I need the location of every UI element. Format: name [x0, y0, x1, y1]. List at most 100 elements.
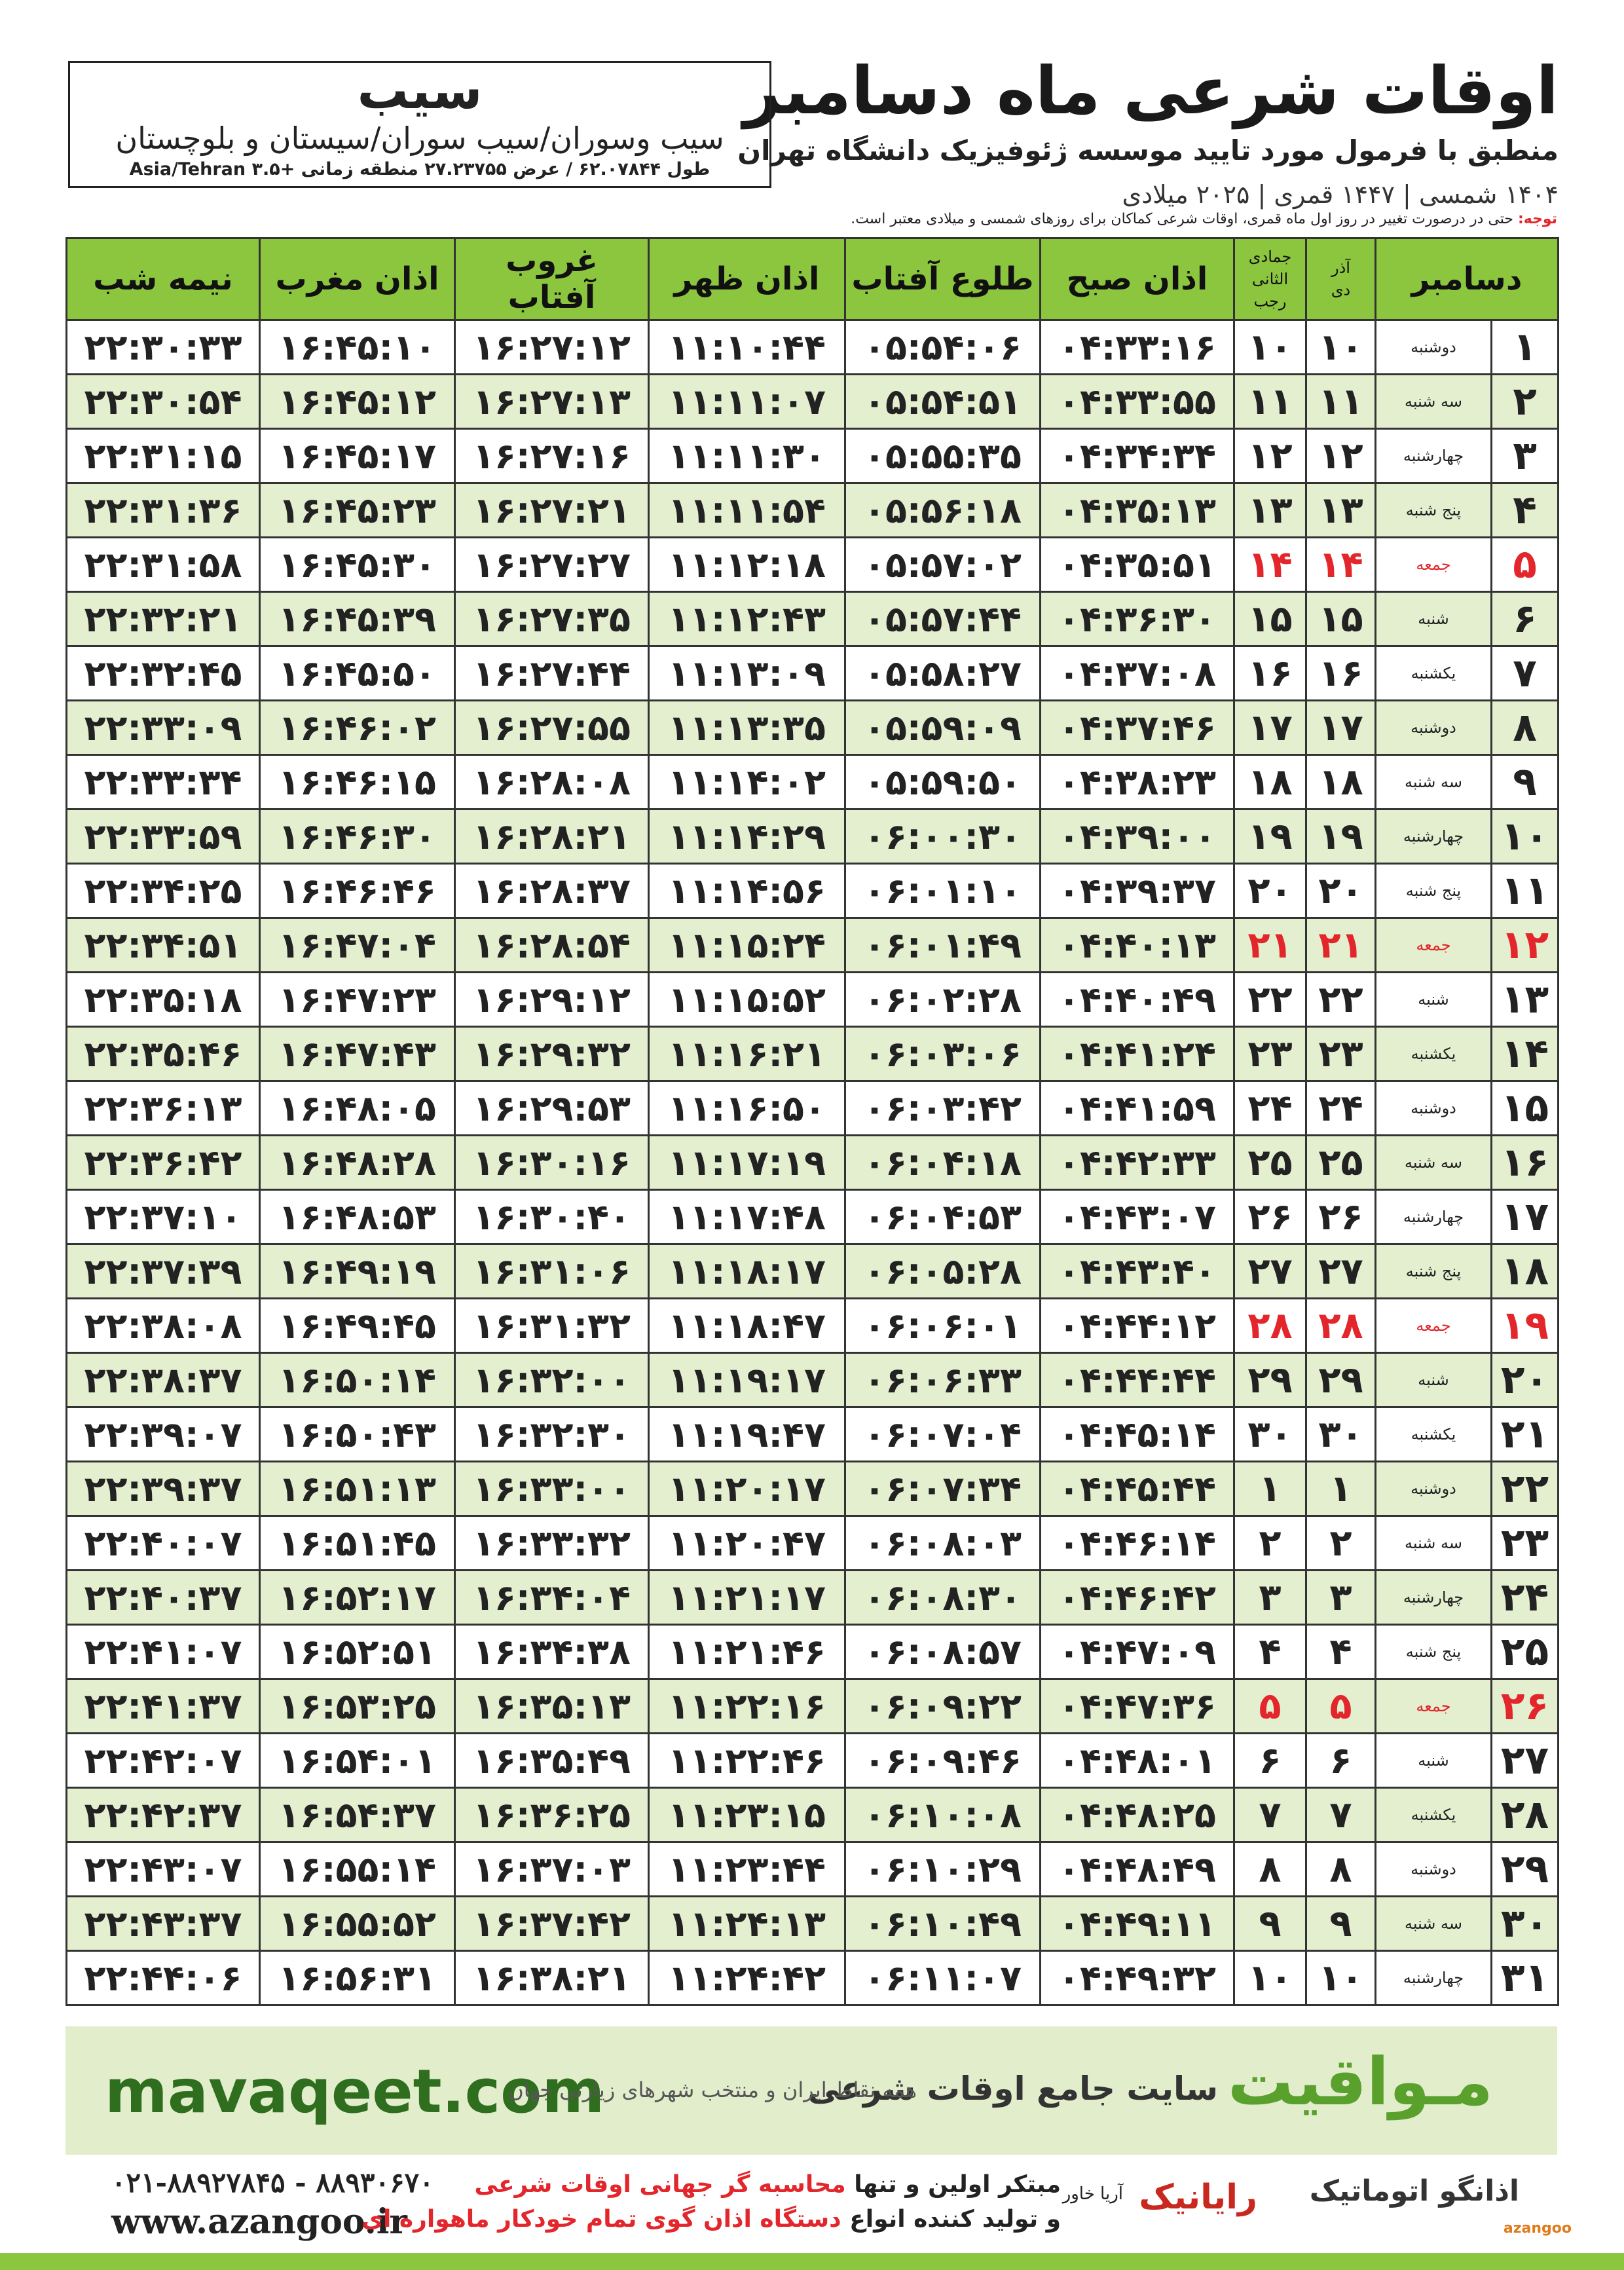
table-cell: ۰۶:۱۰:۴۹ [844, 1895, 1041, 1952]
table-cell: ۰۴:۴۷:۰۹ [1039, 1624, 1235, 1680]
table-cell: ۱۶:۲۷:۱۲ [454, 319, 650, 375]
table-cell: جمعه [1375, 1678, 1492, 1734]
footer-line: مبتکر اولین و تنها محاسبه گر جهانی اوقات… [475, 2171, 1061, 2198]
table-cell: ۲۶ [1490, 1678, 1559, 1734]
header-cell: اذان صبح [1039, 237, 1235, 321]
table-cell: ۰۵:۵۴:۰۶ [844, 319, 1041, 375]
table-cell: ۱۶:۲۸:۵۴ [454, 917, 650, 973]
banner-url[interactable]: mavaqeet.com [105, 2056, 605, 2127]
table-cell: ۲۲:۳۵:۴۶ [65, 1026, 261, 1082]
table-cell: پنج شنبه [1375, 863, 1492, 919]
table-cell: ۱۱:۱۲:۴۳ [648, 591, 846, 647]
table-cell: ۲۲:۴۱:۰۷ [65, 1624, 261, 1680]
table-cell: ۱۱:۲۴:۴۲ [648, 1950, 846, 2006]
footer-text: و تولید کننده انواع [849, 2206, 1061, 2233]
table-cell: ۱۶:۴۶:۰۲ [259, 699, 456, 756]
table-row: ۱۶ سه شنبه ۲۵ ۲۵ ۰۴:۴۲:۳۳ ۰۶:۰۴:۱۸ ۱۱:۱۷:۱۹ ۱۶:… [65, 1134, 1559, 1191]
table-cell: ۰۶:۰۹:۲۲ [844, 1678, 1041, 1734]
table-cell: ۰۶:۰۱:۱۰ [844, 863, 1041, 919]
header-cell: طلوع آفتاب [844, 237, 1041, 321]
table-cell: ۲۲:۴۳:۳۷ [65, 1895, 261, 1952]
header-month: آذر [1331, 259, 1350, 277]
table-cell: ۰۴:۳۳:۱۶ [1039, 319, 1235, 375]
subtitle: منطبق با فرمول مورد تایید موسسه ژئوفیزیک… [737, 134, 1559, 166]
table-cell: ۱۶:۳۳:۳۲ [454, 1515, 650, 1571]
table-cell: ۵ [1233, 1678, 1307, 1734]
table-cell: ۰۴:۳۴:۳۴ [1039, 428, 1235, 484]
footer-highlight: محاسبه گر جهانی اوقات شرعی [474, 2171, 846, 2198]
table-row: ۴ پنج شنبه ۱۳ ۱۳ ۰۴:۳۵:۱۳ ۰۵:۵۶:۱۸ ۱۱:۱۱:۵۴ ۱۶:… [65, 482, 1559, 538]
table-cell: ۰۵:۵۷:۰۲ [844, 536, 1041, 593]
footer-text: مبتکر اولین و تنها [854, 2171, 1061, 2198]
table-cell: ۲۲:۳۰:۳۳ [65, 319, 261, 375]
table-cell: ۱۱:۱۱:۰۷ [648, 373, 846, 430]
table-cell: ۱۷ [1490, 1189, 1559, 1245]
table-cell: ۲۲:۳۷:۱۰ [65, 1189, 261, 1245]
table-cell: ۱۵ [1233, 591, 1307, 647]
table-cell: ۲۲:۴۰:۰۷ [65, 1515, 261, 1571]
table-cell: ۱۰ [1233, 1950, 1307, 2006]
table-cell: ۰۶:۰۹:۴۶ [844, 1732, 1041, 1789]
table-cell: ۰۴:۴۵:۴۴ [1039, 1461, 1235, 1517]
table-cell: ۱۱ [1490, 863, 1559, 919]
table-cell: ۰۴:۳۵:۱۳ [1039, 482, 1235, 538]
table-cell: ۳۰ [1305, 1406, 1376, 1462]
table-cell: ۲۴ [1490, 1569, 1559, 1626]
table-cell: ۰۴:۴۷:۳۶ [1039, 1678, 1235, 1734]
table-cell: ۱۶:۴۵:۱۷ [259, 428, 456, 484]
table-cell: ۱۴ [1305, 536, 1376, 593]
table-cell: ۱۶:۳۰:۴۰ [454, 1189, 650, 1245]
table-cell: ۱۹ [1233, 808, 1307, 865]
table-cell: ۲۲:۳۲:۴۵ [65, 645, 261, 701]
table-row: ۱۷ چهارشنبه ۲۶ ۲۶ ۰۴:۴۳:۰۷ ۰۶:۰۴:۵۳ ۱۱:۱۷:۴۸ ۱۶… [65, 1189, 1559, 1245]
table-cell: ۲۲:۴۲:۳۷ [65, 1787, 261, 1843]
table-cell: ۶ [1490, 591, 1559, 647]
table-cell: شنبه [1375, 971, 1492, 1028]
website[interactable]: www.azangoo.ir [111, 2202, 407, 2242]
table-cell: ۱۶:۳۶:۲۵ [454, 1787, 650, 1843]
table-cell: ۱۸ [1305, 754, 1376, 810]
table-cell: ۱۱:۲۳:۱۵ [648, 1787, 846, 1843]
table-cell: ۰۴:۴۸:۴۹ [1039, 1841, 1235, 1897]
table-cell: ۰۴:۴۹:۳۲ [1039, 1950, 1235, 2006]
table-cell: ۱۶:۴۵:۲۳ [259, 482, 456, 538]
table-cell: ۱۱:۱۴:۵۶ [648, 863, 846, 919]
table-cell: ۱۶:۲۷:۱۳ [454, 373, 650, 430]
table-cell: ۲۲:۳۳:۳۴ [65, 754, 261, 810]
table-cell: ۱۷ [1305, 699, 1376, 756]
table-cell: ۱۶:۴۸:۰۵ [259, 1080, 456, 1136]
table-cell: ۲۲:۳۳:۰۹ [65, 699, 261, 756]
table-cell: ۱۶:۴۸:۵۳ [259, 1189, 456, 1245]
table-cell: ۰۶:۱۱:۰۷ [844, 1950, 1041, 2006]
table-cell: ۱۱:۲۲:۴۶ [648, 1732, 846, 1789]
table-cell: یکشنبه [1375, 1406, 1492, 1462]
phone: ۰۲۱-۸۸۹۲۷۸۴۵ - ۸۸۹۳۰۶۷۰ [111, 2167, 434, 2199]
table-cell: ۲۲:۳۱:۳۶ [65, 482, 261, 538]
logo: اذانگو اتوماتیک [1309, 2174, 1519, 2208]
bottom-bar [0, 2253, 1624, 2270]
table-cell: ۱۶:۳۳:۰۰ [454, 1461, 650, 1517]
table-cell: ۱۱:۱۸:۴۷ [648, 1297, 846, 1354]
table-cell: ۰۶:۰۸:۵۷ [844, 1624, 1041, 1680]
table-cell: ۲۲:۳۹:۳۷ [65, 1461, 261, 1517]
table-row: ۱۸ پنج شنبه ۲۷ ۲۷ ۰۴:۴۳:۴۰ ۰۶:۰۵:۲۸ ۱۱:۱۸:۱۷ ۱۶… [65, 1243, 1559, 1299]
table-cell: ۱۱:۱۳:۳۵ [648, 699, 846, 756]
table-cell: ۱۵ [1490, 1080, 1559, 1136]
table-cell: ۰۴:۴۲:۳۳ [1039, 1134, 1235, 1191]
table-cell: ۰۴:۴۵:۱۴ [1039, 1406, 1235, 1462]
banner [65, 2026, 1557, 2155]
table-cell: ۱۱:۱۰:۴۴ [648, 319, 846, 375]
table-cell: ۲۵ [1233, 1134, 1307, 1191]
table-cell: ۲۲:۳۳:۵۹ [65, 808, 261, 865]
table-cell: ۱۱:۱۵:۲۴ [648, 917, 846, 973]
table-row: ۱۴ یکشنبه ۲۳ ۲۳ ۰۴:۴۱:۲۴ ۰۶:۰۳:۰۶ ۱۱:۱۶:۲۱ ۱۶:۲… [65, 1026, 1559, 1082]
table-cell: ۲۲:۴۱:۳۷ [65, 1678, 261, 1734]
table-row: ۱۳ شنبه ۲۲ ۲۲ ۰۴:۴۰:۴۹ ۰۶:۰۲:۲۸ ۱۱:۱۵:۵۲ ۱۶:۲۹:… [65, 971, 1559, 1028]
table-cell: ۱۶:۴۵:۳۹ [259, 591, 456, 647]
header-cell: غروب آفتاب [454, 237, 650, 321]
header-month: جمادی الثانی [1248, 248, 1292, 288]
table-cell: ۹ [1233, 1895, 1307, 1952]
table-cell: ۲ [1305, 1515, 1376, 1571]
table-cell: دوشنبه [1375, 1080, 1492, 1136]
table-cell: ۴ [1305, 1624, 1376, 1680]
